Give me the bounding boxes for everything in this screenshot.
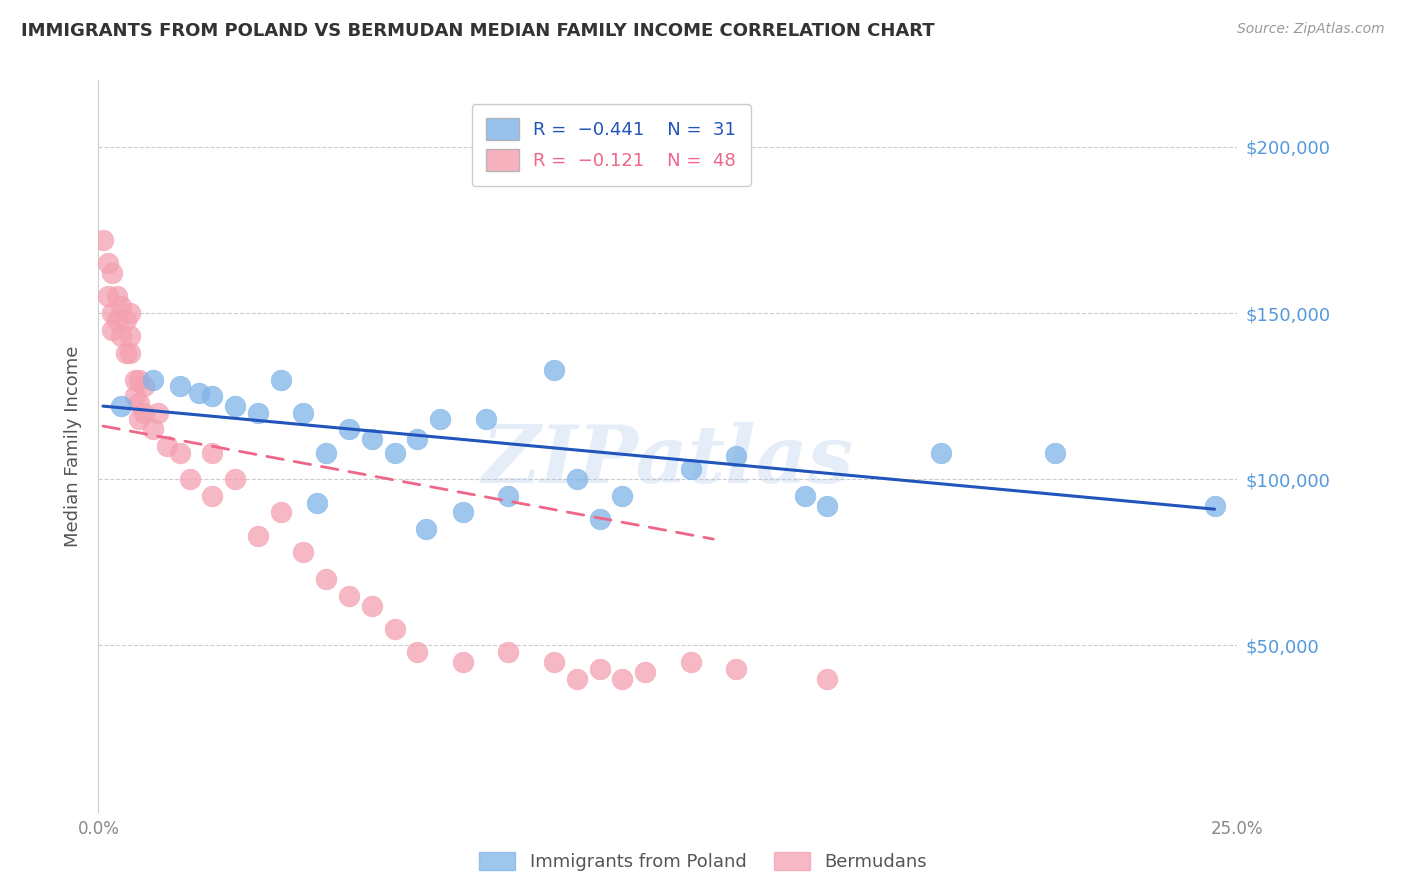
Point (815, 672, 838, 686)
Point (725, 449, 748, 463)
Point (1204, 499, 1226, 513)
Point (793, 489, 815, 503)
Point (132, 379, 155, 393)
Point (120, 329, 142, 343)
Point (612, 489, 634, 503)
Point (224, 472, 246, 486)
Point (415, 522, 437, 536)
Point (612, 672, 634, 686)
Point (270, 372, 292, 386)
Point (179, 472, 201, 486)
Point (451, 655, 474, 669)
Point (101, 323, 124, 337)
Point (565, 672, 588, 686)
Point (337, 422, 360, 436)
Point (474, 412, 496, 426)
Point (96, 289, 118, 303)
Point (498, 489, 520, 503)
Point (201, 489, 224, 503)
Point (120, 346, 142, 360)
Point (429, 412, 451, 426)
Point (246, 529, 269, 543)
Point (384, 622, 406, 636)
Point (146, 406, 169, 420)
Point (360, 433, 382, 447)
Y-axis label: Median Family Income: Median Family Income (63, 345, 82, 547)
Point (105, 289, 128, 303)
Point (169, 445, 191, 459)
Point (128, 396, 150, 410)
Point (224, 399, 246, 413)
Point (292, 545, 315, 559)
Point (201, 445, 224, 459)
Point (128, 412, 150, 426)
Point (101, 266, 124, 280)
Point (270, 506, 292, 520)
Point (543, 655, 565, 669)
Point (246, 406, 269, 420)
Point (128, 372, 150, 386)
Point (725, 662, 748, 676)
Point (124, 372, 146, 386)
Point (406, 645, 429, 659)
Point (315, 572, 337, 586)
Point (96, 256, 118, 270)
Point (120, 306, 142, 320)
Text: IMMIGRANTS FROM POLAND VS BERMUDAN MEDIAN FAMILY INCOME CORRELATION CHART: IMMIGRANTS FROM POLAND VS BERMUDAN MEDIA… (21, 22, 935, 40)
Point (292, 406, 315, 420)
Point (337, 589, 360, 603)
Point (187, 385, 209, 400)
Point (142, 372, 165, 386)
Point (110, 399, 132, 413)
Point (105, 312, 128, 326)
Point (498, 645, 520, 659)
Point (543, 362, 565, 376)
Point (360, 599, 382, 613)
Legend: R =  −0.441    N =  31, R =  −0.121    N =  48: R = −0.441 N = 31, R = −0.121 N = 48 (472, 104, 751, 186)
Point (929, 445, 952, 459)
Point (315, 445, 337, 459)
Point (169, 379, 191, 393)
Point (679, 655, 702, 669)
Point (384, 445, 406, 459)
Point (142, 422, 165, 436)
Point (124, 389, 146, 403)
Point (1043, 445, 1066, 459)
Point (307, 495, 329, 509)
Point (406, 433, 429, 447)
Point (110, 329, 132, 343)
Point (201, 389, 224, 403)
Point (101, 306, 124, 320)
Text: Source: ZipAtlas.com: Source: ZipAtlas.com (1237, 22, 1385, 37)
Point (815, 499, 838, 513)
Point (588, 662, 610, 676)
Point (679, 462, 702, 476)
Text: ZIPatlas: ZIPatlas (482, 422, 853, 500)
Point (114, 312, 136, 326)
Point (565, 472, 588, 486)
Point (588, 512, 610, 526)
Point (451, 506, 474, 520)
Point (91, 233, 114, 247)
Point (110, 299, 132, 313)
Legend: Immigrants from Poland, Bermudans: Immigrants from Poland, Bermudans (472, 845, 934, 879)
Point (156, 439, 179, 453)
Point (132, 406, 155, 420)
Point (114, 346, 136, 360)
Point (634, 665, 657, 679)
